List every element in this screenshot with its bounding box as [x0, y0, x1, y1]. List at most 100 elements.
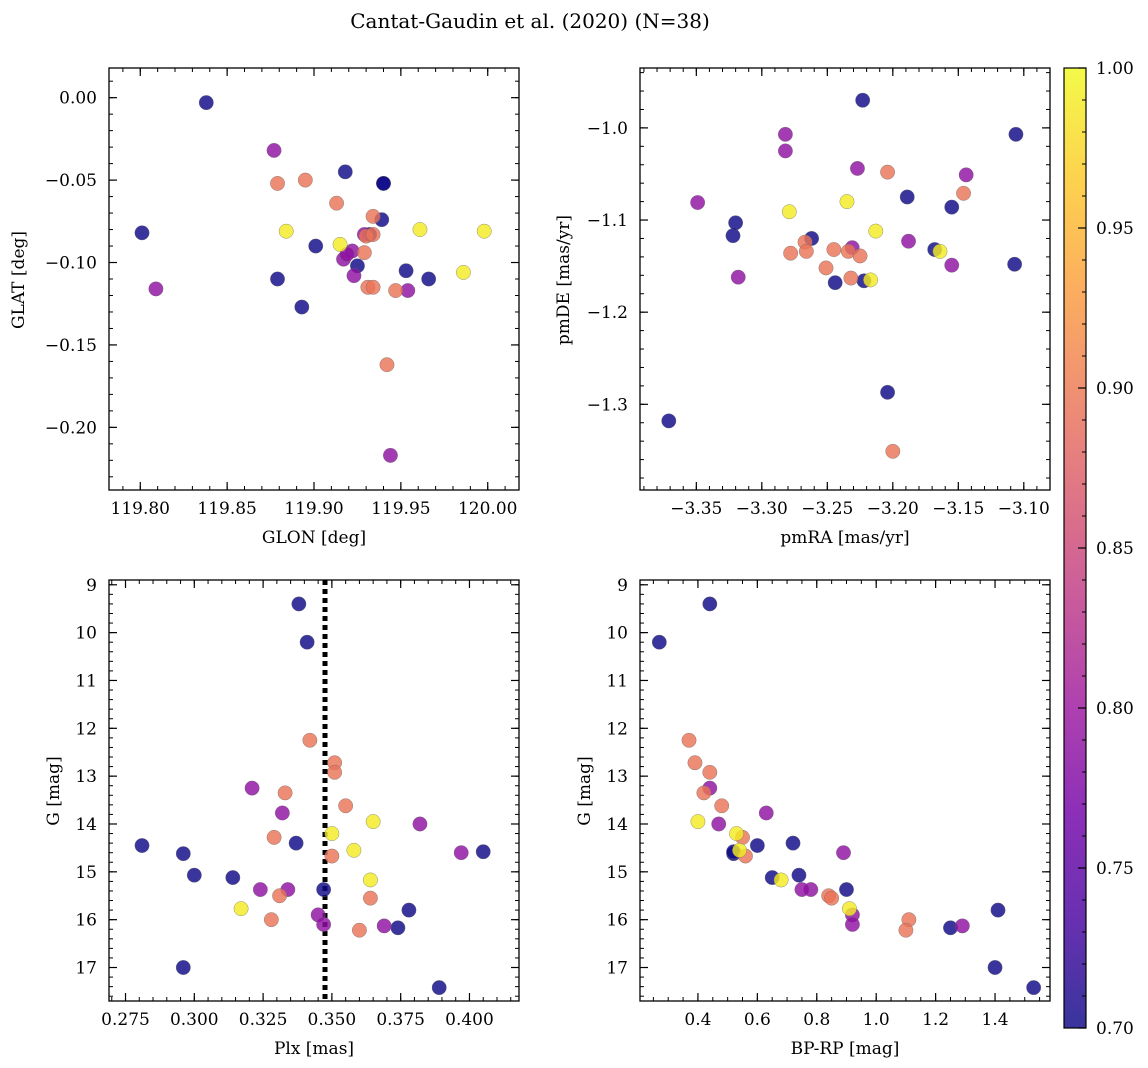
data-point [732, 842, 747, 858]
data-point [855, 92, 871, 108]
panel-spatial-ylabel: GLAT [deg] [9, 231, 29, 329]
data-point [651, 634, 667, 650]
x-tick-label: 0.375 [376, 1010, 425, 1030]
x-tick-label: 0.325 [239, 1010, 288, 1030]
data-point [711, 816, 727, 832]
panel-plx-g-xlabel: Plx [mas] [274, 1039, 354, 1059]
panel-plx-g-ylabel: G [mag] [44, 756, 64, 825]
data-point [338, 798, 354, 814]
x-tick-label: 119.80 [111, 499, 170, 519]
y-tick-label: 12 [606, 719, 628, 739]
data-point [299, 634, 315, 650]
data-point [277, 785, 293, 801]
data-point [702, 596, 718, 612]
data-point [1026, 980, 1042, 996]
y-tick-label: −0.05 [45, 171, 97, 191]
data-point [954, 918, 970, 934]
data-point [714, 798, 730, 814]
data-point [758, 805, 774, 821]
data-point [781, 204, 797, 220]
data-point [356, 245, 372, 261]
panel-cmd-marks: 0.4 0.6 0.8 1.0 1.2 1.4 9 10 11 12 13 14 15 16 17 [606, 576, 1051, 1030]
data-point [880, 164, 896, 180]
data-point [398, 263, 414, 279]
x-tick-label: 0.8 [803, 1010, 830, 1030]
data-point [332, 236, 348, 252]
colorbar-tick-label: 0.90 [1096, 379, 1134, 399]
data-point [244, 780, 260, 796]
y-tick-label: 0.00 [59, 89, 97, 109]
data-point [270, 175, 285, 191]
x-tick-label: 0.300 [170, 1010, 219, 1030]
data-point [729, 826, 745, 842]
data-point [852, 248, 868, 264]
data-point [351, 922, 367, 938]
panel-spatial-xlabel: GLON [deg] [262, 528, 366, 548]
panel-proper-motion: −3.35 −3.30 −3.25 −3.20 −3.15 −3.10 −1.0 −1.1 −1… [554, 67, 1051, 548]
y-tick-label: 15 [75, 863, 97, 883]
colorbar-tick-label: 0.70 [1096, 1019, 1134, 1039]
data-point [291, 596, 307, 612]
data-point [266, 829, 282, 845]
data-point [412, 222, 428, 237]
colorbar-tick-label: 0.95 [1096, 219, 1134, 239]
data-point [839, 194, 855, 210]
x-tick-label: −3.35 [670, 499, 722, 519]
data-point [843, 270, 859, 286]
data-point [696, 785, 712, 801]
data-point [690, 814, 706, 830]
y-tick-label: −1.3 [587, 395, 628, 415]
data-point [337, 164, 353, 180]
data-point [777, 126, 793, 142]
y-tick-label: 17 [606, 959, 628, 979]
panel-proper-motion-xlabel: pmRA [mas/yr] [780, 528, 909, 548]
colorbar-tick-label: 0.75 [1096, 859, 1134, 879]
data-point [346, 268, 362, 284]
y-tick-label: 11 [606, 671, 628, 691]
data-point [818, 260, 834, 276]
y-tick-label: −1.1 [587, 211, 628, 231]
data-point [263, 912, 279, 928]
panel-plx-g: 0.275 0.300 0.325 0.350 0.375 0.400 9 10 11 12 13 1… [44, 576, 520, 1059]
panel-proper-motion-marks: −3.35 −3.30 −3.25 −3.20 −3.15 −3.10 −1.0 −1.1 −1… [587, 67, 1051, 519]
data-point [316, 882, 332, 897]
data-point [365, 814, 381, 830]
data-point [233, 901, 249, 917]
data-point [308, 238, 324, 254]
x-tick-label: −3.10 [998, 499, 1050, 519]
y-tick-label: −1.2 [587, 303, 628, 323]
data-point [836, 845, 851, 861]
x-tick-label: 119.85 [197, 499, 256, 519]
panel-proper-motion-frame [639, 67, 1051, 491]
data-point [783, 245, 799, 261]
data-point [777, 143, 793, 159]
data-point [379, 357, 395, 373]
panel-plx-g-marks: 0.275 0.300 0.325 0.350 0.375 0.400 9 10 11 12 13 1… [75, 576, 520, 1030]
panel-cmd-xlabel: BP-RP [mag] [791, 1039, 900, 1059]
y-tick-label: 10 [75, 624, 97, 644]
data-point [388, 283, 404, 298]
x-tick-label: 1.2 [922, 1010, 949, 1030]
x-tick-label: 119.95 [371, 499, 430, 519]
data-point [958, 167, 974, 183]
panel-proper-motion-ylabel: pmDE [mas/yr] [554, 215, 574, 345]
data-point [324, 848, 340, 864]
data-point [868, 223, 884, 239]
y-tick-label: −0.10 [45, 254, 97, 274]
data-point [266, 142, 282, 158]
data-point [278, 223, 294, 239]
data-point [294, 299, 310, 315]
panel-spatial-frame [108, 67, 520, 491]
y-tick-label: 9 [86, 576, 97, 596]
colorbar-tick-label: 0.85 [1096, 539, 1134, 559]
data-point [987, 960, 1003, 975]
data-point [198, 95, 214, 111]
data-point [990, 902, 1006, 918]
panel-plx-g-points [134, 596, 491, 996]
data-point [1008, 126, 1024, 142]
data-point [749, 838, 765, 853]
y-tick-label: 11 [75, 671, 97, 691]
x-tick-label: −3.20 [867, 499, 919, 519]
panel-cmd: 0.4 0.6 0.8 1.0 1.2 1.4 9 10 11 12 13 14 15 16 17 BP-R… [575, 576, 1051, 1059]
x-tick-label: 0.350 [308, 1010, 357, 1030]
